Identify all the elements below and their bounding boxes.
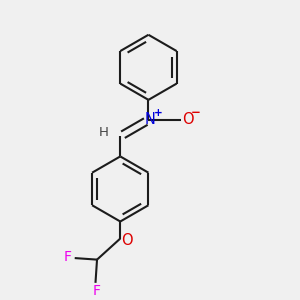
- Text: F: F: [64, 250, 72, 263]
- Text: H: H: [99, 126, 109, 139]
- Text: +: +: [154, 108, 163, 118]
- Text: F: F: [92, 284, 101, 298]
- Text: O: O: [182, 112, 194, 127]
- Text: −: −: [191, 106, 201, 119]
- Text: O: O: [121, 232, 133, 247]
- Text: N: N: [145, 112, 156, 127]
